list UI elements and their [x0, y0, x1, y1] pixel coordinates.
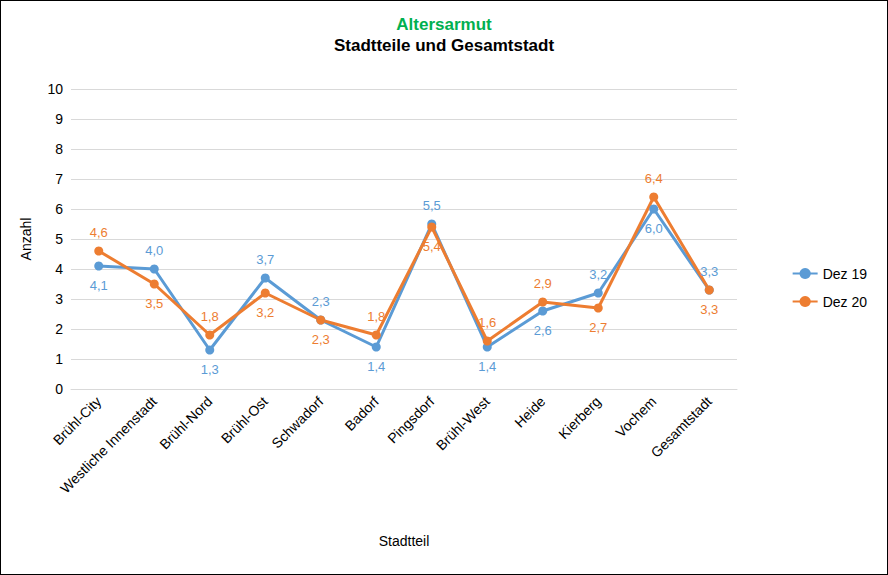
svg-text:6,0: 6,0	[645, 221, 663, 236]
svg-text:3,2: 3,2	[589, 267, 607, 282]
svg-text:Heide: Heide	[511, 393, 548, 430]
svg-text:0: 0	[55, 381, 63, 397]
svg-text:Brühl-Ost: Brühl-Ost	[218, 393, 271, 446]
svg-text:7: 7	[55, 171, 63, 187]
svg-text:8: 8	[55, 141, 63, 157]
svg-text:Dez 19: Dez 19	[823, 266, 868, 282]
svg-text:3,2: 3,2	[256, 305, 274, 320]
svg-text:Pingsdorf: Pingsdorf	[384, 393, 437, 446]
svg-text:4,1: 4,1	[90, 278, 108, 293]
svg-text:Dez 20: Dez 20	[823, 294, 868, 310]
svg-text:3,5: 3,5	[145, 296, 163, 311]
svg-text:3,3: 3,3	[700, 302, 718, 317]
svg-text:2,3: 2,3	[312, 294, 330, 309]
svg-text:2,7: 2,7	[589, 320, 607, 335]
svg-text:10: 10	[47, 81, 63, 97]
svg-text:2,9: 2,9	[534, 276, 552, 291]
svg-text:2: 2	[55, 321, 63, 337]
svg-text:1,8: 1,8	[201, 309, 219, 324]
svg-text:1,4: 1,4	[367, 359, 385, 374]
svg-text:Stadtteil: Stadtteil	[379, 533, 430, 549]
svg-text:1,8: 1,8	[367, 309, 385, 324]
svg-text:1: 1	[55, 351, 63, 367]
svg-text:5: 5	[55, 231, 63, 247]
svg-text:Kierberg: Kierberg	[555, 393, 604, 442]
svg-text:4,6: 4,6	[90, 225, 108, 240]
svg-text:4,0: 4,0	[145, 243, 163, 258]
svg-text:Badorf: Badorf	[341, 393, 382, 434]
svg-text:Gesamtstadt: Gesamtstadt	[648, 393, 715, 460]
svg-text:5,4: 5,4	[423, 239, 441, 254]
svg-text:3: 3	[55, 291, 63, 307]
svg-text:Brühl-Nord: Brühl-Nord	[156, 393, 215, 452]
svg-text:4: 4	[55, 261, 63, 277]
svg-text:6: 6	[55, 201, 63, 217]
svg-text:1,6: 1,6	[478, 315, 496, 330]
svg-text:Vochem: Vochem	[612, 393, 659, 440]
svg-text:Westliche Innenstadt: Westliche Innenstadt	[57, 393, 160, 496]
svg-text:9: 9	[55, 111, 63, 127]
svg-text:Schwadorf: Schwadorf	[268, 393, 326, 451]
svg-text:Anzahl: Anzahl	[18, 218, 34, 261]
svg-text:Altersarmut: Altersarmut	[396, 15, 492, 34]
svg-text:1,4: 1,4	[478, 359, 496, 374]
svg-text:2,6: 2,6	[534, 323, 552, 338]
svg-text:2,3: 2,3	[312, 332, 330, 347]
svg-text:3,7: 3,7	[256, 252, 274, 267]
svg-text:5,5: 5,5	[423, 198, 441, 213]
svg-text:Stadtteile und Gesamtstadt: Stadtteile und Gesamtstadt	[334, 36, 554, 55]
svg-text:1,3: 1,3	[201, 362, 219, 377]
svg-text:3,3: 3,3	[700, 264, 718, 279]
svg-text:6,4: 6,4	[645, 171, 663, 186]
svg-text:Brühl-West: Brühl-West	[433, 393, 493, 453]
svg-text:Brühl-City: Brühl-City	[50, 393, 105, 448]
